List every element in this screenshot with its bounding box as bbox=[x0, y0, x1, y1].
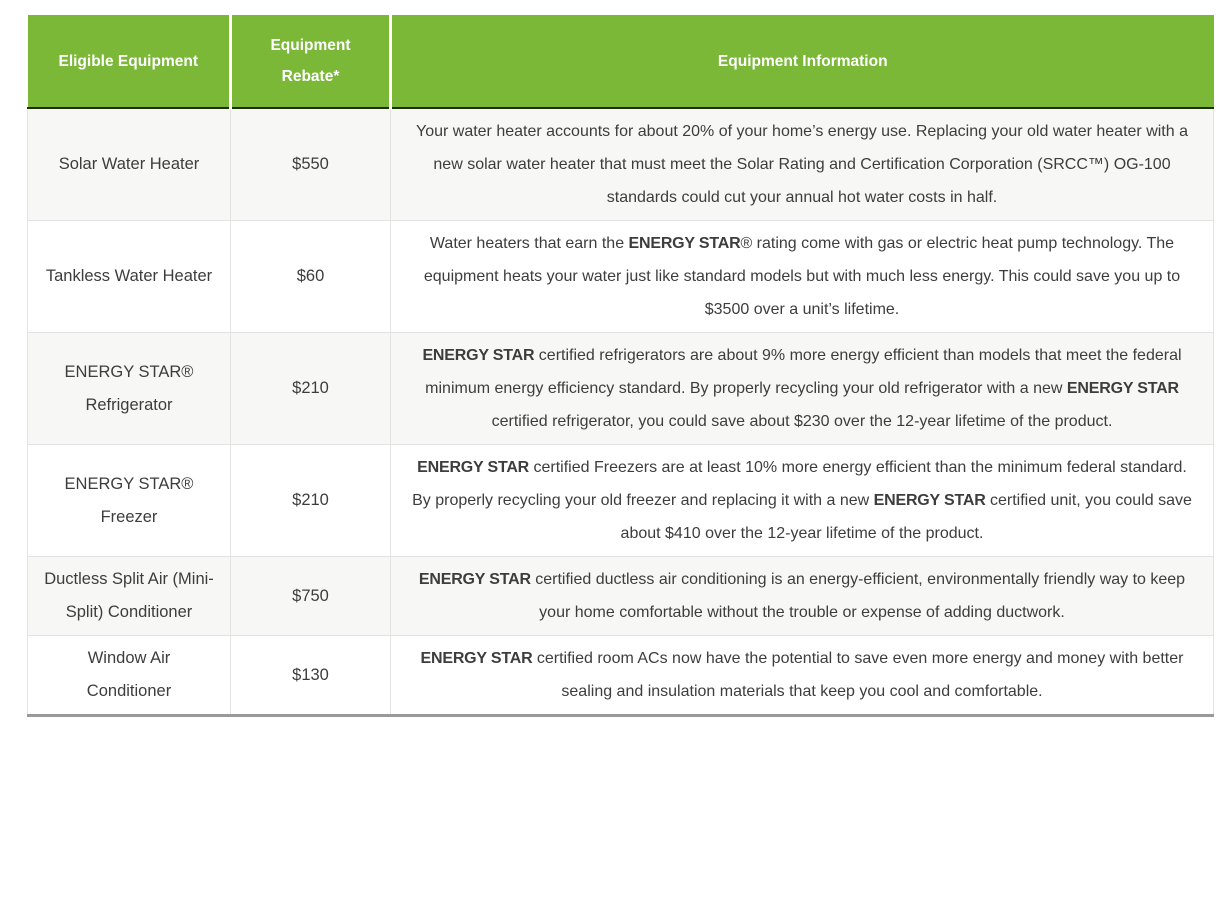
header-row: Eligible Equipment Equipment Rebate* Equ… bbox=[27, 15, 1214, 109]
equipment-cell: Ductless Split Air (Mini-Split) Conditio… bbox=[27, 556, 231, 636]
header-equipment-rebate: Equipment Rebate* bbox=[230, 15, 392, 109]
rebate-cell: $550 bbox=[230, 107, 391, 221]
table-body: Solar Water Heater $550 Your water heate… bbox=[27, 107, 1214, 716]
header-eligible-equipment: Eligible Equipment bbox=[27, 15, 232, 109]
table-row: Tankless Water Heater $60 Water heaters … bbox=[27, 220, 1214, 333]
info-cell: ENERGY STAR certified room ACs now have … bbox=[390, 635, 1214, 716]
equipment-cell: Window Air Conditioner bbox=[27, 635, 231, 716]
equipment-cell: ENERGY STAR® Freezer bbox=[27, 444, 231, 557]
rebate-cell: $60 bbox=[230, 220, 391, 333]
table-row: Solar Water Heater $550 Your water heate… bbox=[27, 107, 1214, 221]
rebate-table: Eligible Equipment Equipment Rebate* Equ… bbox=[27, 15, 1214, 717]
header-equipment-information: Equipment Information bbox=[390, 15, 1214, 109]
info-cell: Your water heater accounts for about 20%… bbox=[390, 107, 1214, 221]
table-header: Eligible Equipment Equipment Rebate* Equ… bbox=[27, 15, 1214, 109]
info-cell: ENERGY STAR certified Freezers are at le… bbox=[390, 444, 1214, 557]
table-row: Window Air Conditioner $130 ENERGY STAR … bbox=[27, 635, 1214, 716]
equipment-cell: Solar Water Heater bbox=[27, 107, 231, 221]
info-cell: Water heaters that earn the ENERGY STAR®… bbox=[390, 220, 1214, 333]
equipment-cell: Tankless Water Heater bbox=[27, 220, 231, 333]
table-row: Ductless Split Air (Mini-Split) Conditio… bbox=[27, 556, 1214, 636]
equipment-cell: ENERGY STAR® Refrigerator bbox=[27, 332, 231, 445]
rebate-cell: $750 bbox=[230, 556, 391, 636]
rebate-cell: $210 bbox=[230, 444, 391, 557]
rebate-cell: $130 bbox=[230, 635, 391, 716]
rebate-table-container: Eligible Equipment Equipment Rebate* Equ… bbox=[27, 15, 1214, 717]
info-cell: ENERGY STAR certified refrigerators are … bbox=[390, 332, 1214, 445]
rebate-cell: $210 bbox=[230, 332, 391, 445]
table-row: ENERGY STAR® Refrigerator $210 ENERGY ST… bbox=[27, 332, 1214, 445]
info-cell: ENERGY STAR certified ductless air condi… bbox=[390, 556, 1214, 636]
table-row: ENERGY STAR® Freezer $210 ENERGY STAR ce… bbox=[27, 444, 1214, 557]
